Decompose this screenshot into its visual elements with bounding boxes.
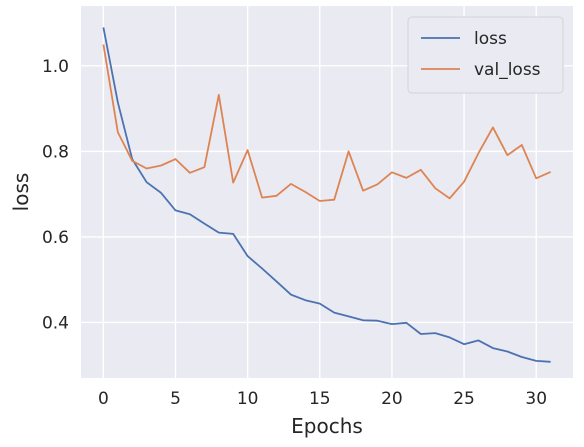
x-axis-label: Epochs [291,414,363,438]
legend-label-val-loss: val_loss [474,60,541,80]
y-axis-label: loss [9,173,33,212]
x-tick-labels: 0 5 10 15 20 25 30 [98,389,547,409]
x-tick-label: 0 [98,389,109,409]
x-tick-label: 30 [525,389,547,409]
x-tick-label: 20 [381,389,403,409]
legend: loss val_loss [407,16,564,94]
series-line-loss [102,27,551,363]
y-tick-label: 1.0 [42,57,69,77]
x-tick-label: 5 [170,389,181,409]
series-lines [102,27,551,363]
x-tick-label: 15 [309,389,331,409]
x-tick-label: 25 [453,389,475,409]
y-tick-label: 0.8 [42,142,69,162]
y-tick-labels: 0.4 0.6 0.8 1.0 [42,57,69,334]
legend-box [407,16,564,94]
y-tick-label: 0.4 [42,313,69,333]
y-tick-label: 0.6 [42,228,69,248]
legend-label-loss: loss [474,29,507,49]
series-line-val-loss [102,44,551,202]
x-tick-label: 10 [237,389,259,409]
